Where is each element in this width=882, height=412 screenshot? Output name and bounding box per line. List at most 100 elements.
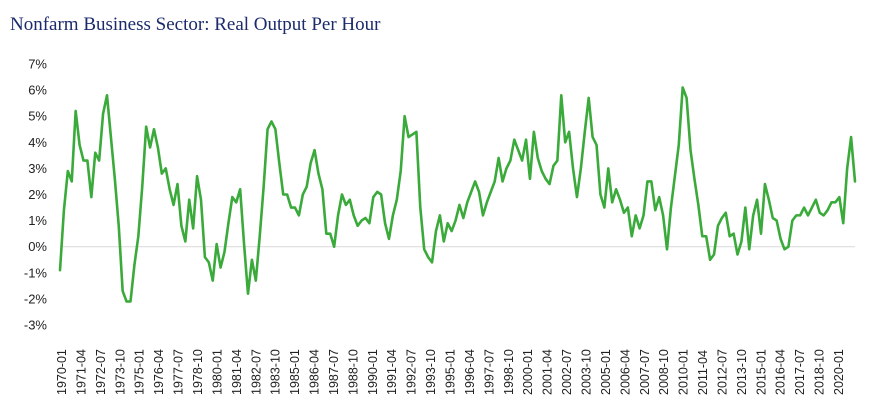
x-tick-label: 2013-10: [735, 349, 749, 395]
data-point: [408, 136, 410, 138]
data-point: [674, 175, 676, 177]
data-point: [231, 196, 233, 198]
data-point: [568, 131, 570, 133]
data-point: [86, 160, 88, 162]
x-tick-label: 2015-01: [754, 349, 768, 395]
data-point: [815, 199, 817, 201]
x-tick-label: 2016-04: [774, 349, 788, 395]
data-point: [169, 188, 171, 190]
data-point: [325, 233, 327, 235]
data-point: [317, 173, 319, 175]
y-tick-label: 4%: [28, 135, 47, 150]
data-point: [212, 280, 214, 282]
data-point: [216, 243, 218, 245]
data-point: [517, 149, 519, 151]
data-point: [133, 264, 135, 266]
y-tick-label: 7%: [28, 57, 47, 72]
data-point: [658, 196, 660, 198]
data-point: [368, 222, 370, 224]
data-point: [165, 167, 167, 169]
data-point: [59, 269, 61, 271]
data-point: [748, 248, 750, 250]
chart-title: Nonfarm Business Sector: Real Output Per…: [10, 14, 381, 35]
data-point: [333, 246, 335, 248]
data-point: [392, 214, 394, 216]
y-tick-label: 6%: [28, 83, 47, 98]
y-tick-label: -1%: [24, 265, 48, 280]
x-tick-label: 1972-07: [94, 349, 108, 395]
data-point: [607, 167, 609, 169]
data-point: [482, 214, 484, 216]
data-point: [106, 94, 108, 96]
data-point: [455, 220, 457, 222]
data-point: [67, 170, 69, 172]
y-tick-label: 0%: [28, 239, 47, 254]
data-point: [380, 194, 382, 196]
data-point: [819, 212, 821, 214]
data-point: [686, 97, 688, 99]
data-point: [502, 180, 504, 182]
data-point: [404, 115, 406, 117]
data-point: [564, 141, 566, 143]
data-point: [791, 220, 793, 222]
x-tick-label: 1980-01: [210, 349, 224, 395]
data-point: [752, 214, 754, 216]
data-point: [223, 251, 225, 253]
data-point: [427, 256, 429, 258]
data-point: [697, 204, 699, 206]
x-tick-label: 1982-07: [249, 349, 263, 395]
data-point: [94, 152, 96, 154]
data-point: [173, 204, 175, 206]
x-tick-label: 2003-10: [579, 349, 593, 395]
x-tick-label: 1970-01: [55, 349, 69, 395]
data-point: [435, 230, 437, 232]
x-tick-label: 2012-07: [715, 349, 729, 395]
data-point: [678, 144, 680, 146]
data-point: [768, 199, 770, 201]
data-point: [537, 157, 539, 159]
data-point: [729, 235, 731, 237]
x-tick-label: 2007-07: [638, 349, 652, 395]
data-point: [192, 227, 194, 229]
series-line-output-per-hour: [58, 86, 857, 303]
data-point: [114, 178, 116, 180]
x-tick-label: 1973-10: [113, 349, 127, 395]
data-point: [505, 167, 507, 169]
x-tick-label: 2002-07: [560, 349, 574, 395]
data-point: [478, 191, 480, 193]
x-tick-label: 2010-01: [677, 349, 691, 395]
data-point: [388, 238, 390, 240]
data-point: [627, 207, 629, 209]
data-point: [239, 188, 241, 190]
data-point: [439, 214, 441, 216]
x-tick-label: 1978-10: [191, 349, 205, 395]
data-point: [580, 167, 582, 169]
data-point: [364, 217, 366, 219]
data-point: [733, 233, 735, 235]
data-point: [623, 212, 625, 214]
data-point: [431, 261, 433, 263]
data-point: [329, 233, 331, 235]
y-tick-label: 3%: [28, 161, 47, 176]
data-point: [619, 199, 621, 201]
data-point: [71, 180, 73, 182]
data-point: [357, 225, 359, 227]
data-point: [470, 191, 472, 193]
data-point: [693, 178, 695, 180]
data-point: [596, 144, 598, 146]
data-point: [196, 175, 198, 177]
x-tick-label: 2005-01: [599, 349, 613, 395]
x-tick-label: 2018-10: [813, 349, 827, 395]
data-point: [361, 220, 363, 222]
data-point: [419, 207, 421, 209]
data-point: [161, 173, 163, 175]
data-point: [725, 212, 727, 214]
data-point: [854, 180, 856, 182]
data-point: [827, 209, 829, 211]
data-point: [650, 180, 652, 182]
data-point: [631, 235, 633, 237]
x-tick-label: 2001-04: [541, 349, 555, 395]
y-axis: 7% 6% 5% 4% 3% 2% 1% 0% -1% -2% -3%: [24, 57, 48, 333]
x-tick-label: 1993-10: [424, 349, 438, 395]
